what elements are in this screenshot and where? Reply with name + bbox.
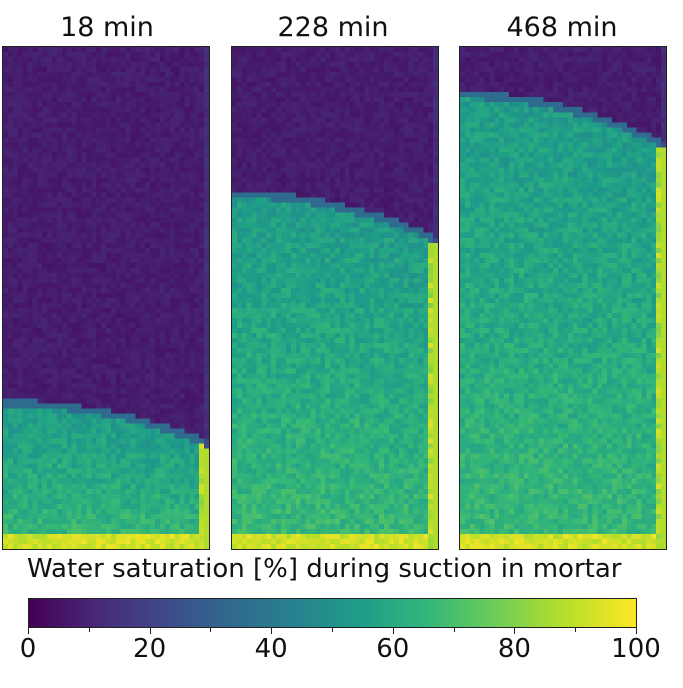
colorbar-minor-tick xyxy=(88,628,90,632)
heatmap-canvas-2 xyxy=(232,47,438,549)
heatmap-canvas-1 xyxy=(3,47,209,549)
panel-title-1: 18 min xyxy=(60,12,154,43)
colorbar-tick xyxy=(149,628,151,634)
colorbar-tick xyxy=(636,628,637,634)
heatmap-panel-1 xyxy=(2,46,210,550)
heatmap-panel-2 xyxy=(231,46,439,550)
colorbar-tick-label: 80 xyxy=(497,634,531,664)
heatmap-panel-3 xyxy=(459,46,667,550)
panel-title-2: 228 min xyxy=(277,12,389,43)
heatmap-canvas-3 xyxy=(460,47,666,549)
colorbar xyxy=(28,598,637,628)
colorbar-tick-label: 100 xyxy=(611,634,661,664)
colorbar-minor-tick xyxy=(575,628,577,632)
colorbar-tick xyxy=(271,628,273,634)
colorbar-tick-label: 40 xyxy=(254,634,288,664)
colorbar-minor-tick xyxy=(453,628,455,632)
colorbar-tick-label: 60 xyxy=(376,634,410,664)
colorbar-tick-label: 0 xyxy=(19,634,37,664)
colorbar-minor-tick xyxy=(332,628,333,632)
colorbar-tick xyxy=(392,628,394,634)
panel-title-3: 468 min xyxy=(506,12,618,43)
colorbar-label: Water saturation [%] during suction in m… xyxy=(27,554,622,584)
colorbar-tick-label: 20 xyxy=(133,634,167,664)
colorbar-tick xyxy=(514,628,516,634)
colorbar-minor-tick xyxy=(210,628,212,632)
colorbar-tick xyxy=(28,628,29,634)
